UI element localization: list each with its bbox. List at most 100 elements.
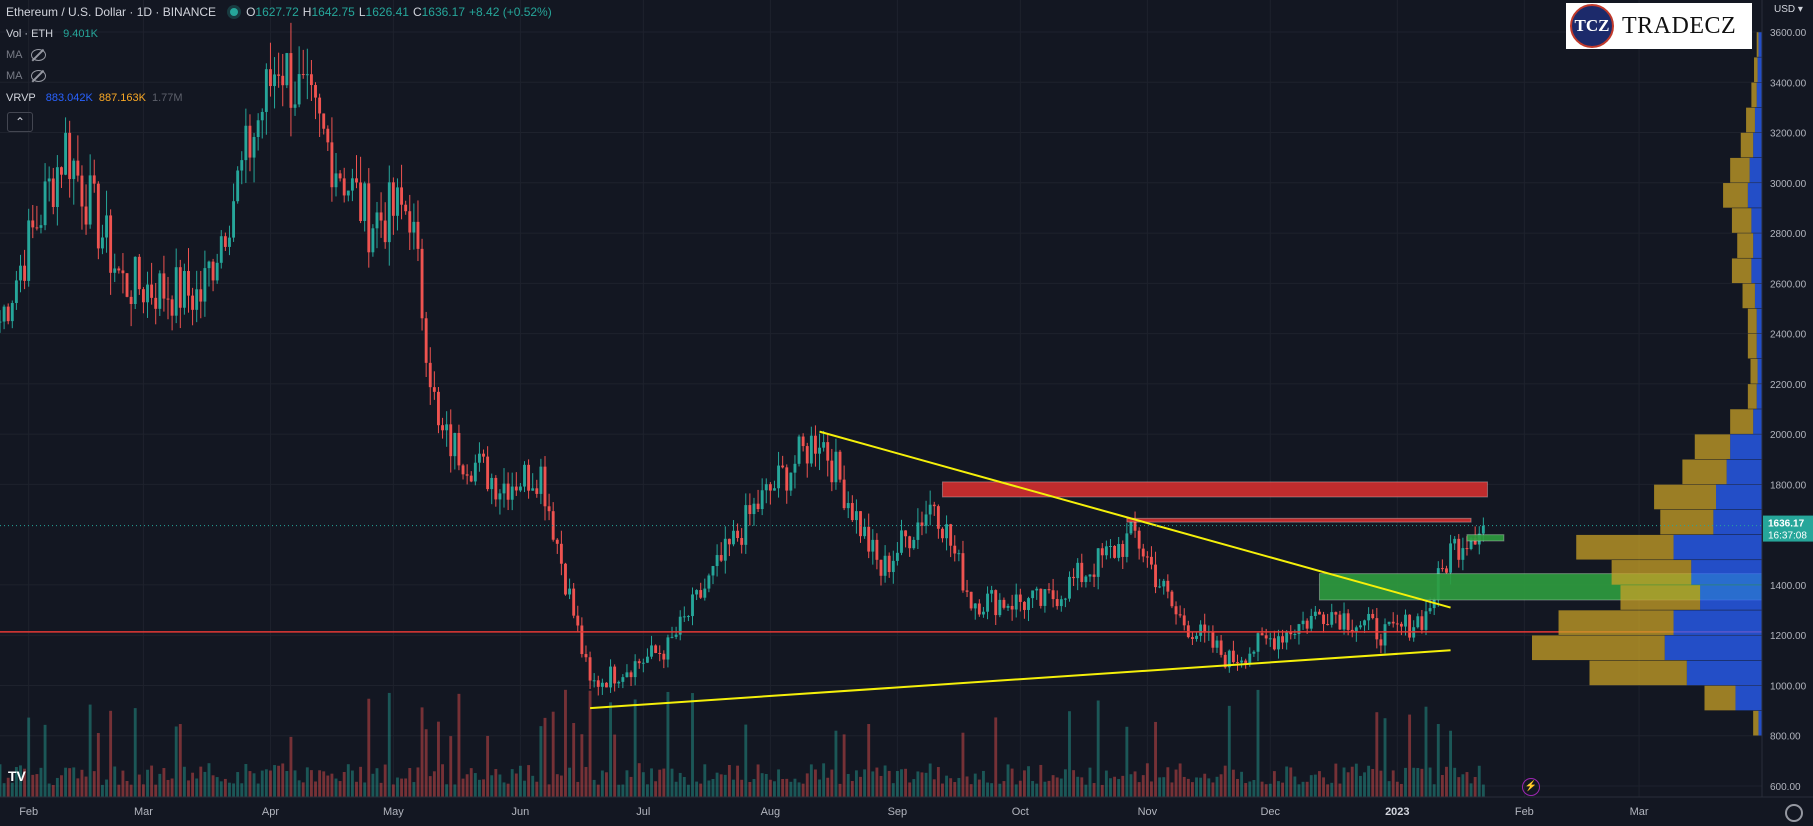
volume-bars	[0, 689, 1485, 797]
candle-body	[273, 74, 276, 87]
candle-body	[1318, 611, 1321, 615]
tcz-logo-text: TRADECZ	[1622, 12, 1737, 39]
volume-bar	[568, 767, 572, 797]
candle	[109, 209, 113, 295]
volume-bar	[359, 766, 363, 797]
candle	[773, 480, 776, 491]
candle-body	[695, 590, 699, 595]
candle-body	[732, 530, 735, 545]
volume-bar	[805, 773, 809, 797]
candle-body	[293, 104, 297, 108]
tradingview-logo[interactable]: TV	[8, 768, 26, 784]
candle-body	[764, 484, 768, 491]
vp-up-bar	[1730, 434, 1762, 460]
volume-bar	[1412, 767, 1416, 797]
candle-body	[760, 490, 764, 510]
vp-up-bar	[1691, 560, 1762, 585]
candle-body	[719, 555, 723, 561]
candle-body	[76, 160, 80, 176]
candle-body	[355, 178, 358, 183]
volume-bar	[719, 774, 723, 797]
candle-body	[1018, 594, 1022, 602]
candle-body	[72, 160, 76, 180]
volume-bar	[990, 783, 994, 797]
tradecz-logo: TCZ TRADECZ	[1566, 3, 1752, 49]
x-tick-label: Oct	[1012, 806, 1029, 818]
hidden-eye-icon[interactable]	[30, 70, 46, 82]
volume-bar	[424, 729, 428, 797]
candle	[1166, 574, 1170, 599]
candle	[641, 658, 645, 673]
candle-body	[170, 299, 174, 316]
last-price-label: 1636.17	[1768, 519, 1805, 530]
ma-indicator-1[interactable]: MA	[6, 49, 46, 61]
volume-bar	[1318, 771, 1321, 797]
volume-bar	[1375, 712, 1379, 797]
candle-body	[572, 588, 576, 616]
candle	[396, 178, 399, 231]
volume-bar	[375, 768, 379, 797]
candle	[223, 232, 227, 251]
volume-bar	[949, 778, 953, 797]
candle	[1445, 565, 1448, 574]
candle	[309, 59, 313, 101]
candle-body	[96, 183, 100, 249]
gear-icon[interactable]	[1785, 804, 1803, 822]
candle-body	[219, 236, 223, 263]
candle-body	[932, 504, 936, 507]
candle	[1100, 543, 1104, 568]
vp-down-bar	[1754, 57, 1758, 83]
candle-body	[904, 530, 908, 537]
volume-bar	[391, 784, 395, 797]
candle	[744, 493, 748, 554]
candle-body	[805, 446, 809, 464]
volume-bar	[605, 772, 608, 797]
volume-bar	[1440, 774, 1444, 797]
candle	[170, 295, 174, 331]
hidden-eye-icon[interactable]	[30, 49, 46, 61]
x-tick-label: Jul	[636, 806, 650, 818]
low-value: 1626.41	[365, 5, 409, 19]
resistance-zone	[1126, 517, 1472, 523]
currency-selector[interactable]: USD ▾	[1774, 4, 1803, 15]
candle	[219, 230, 223, 269]
symbol-title[interactable]: Ethereum / U.S. Dollar · 1D · BINANCE	[6, 5, 217, 19]
candle	[64, 117, 67, 176]
candle-body	[449, 424, 453, 457]
ma-indicator-2[interactable]: MA	[6, 70, 46, 82]
candle	[236, 166, 240, 204]
volume-bar	[1281, 782, 1285, 797]
volume-bar	[1092, 783, 1096, 797]
candle	[867, 513, 871, 559]
candle	[47, 166, 51, 202]
volume-bar	[1322, 777, 1325, 797]
candle-body	[1076, 562, 1080, 579]
candle-body	[1145, 556, 1149, 558]
vp-up-bar	[1758, 32, 1762, 57]
candle	[805, 442, 809, 478]
candle	[1358, 621, 1362, 630]
volume-bar	[1416, 767, 1420, 797]
volume-bar	[703, 764, 707, 797]
candle-body	[1211, 631, 1215, 648]
candle-body	[1231, 650, 1235, 663]
candle-body	[1404, 614, 1407, 627]
candle	[1211, 625, 1215, 653]
volume-bar	[309, 770, 313, 797]
volume-bar	[396, 777, 399, 797]
candle	[1354, 625, 1358, 642]
candle	[199, 270, 203, 319]
candle	[842, 465, 846, 511]
candle-body	[338, 173, 342, 179]
candle	[957, 549, 961, 562]
vrvp-indicator[interactable]: VRVP 883.042K 887.163K 1.77M	[6, 92, 183, 104]
volume-indicator[interactable]: Vol · ETH 9.401K	[6, 28, 98, 40]
candle-body	[1121, 544, 1125, 557]
lightning-icon[interactable]: ⚡	[1522, 778, 1540, 796]
vrvp-down-volume: 887.163K	[98, 92, 146, 104]
candle-body	[576, 615, 580, 626]
candle-body	[662, 653, 666, 660]
vp-down-bar	[1558, 610, 1674, 635]
collapse-indicators-button[interactable]: ⌃	[7, 112, 33, 132]
